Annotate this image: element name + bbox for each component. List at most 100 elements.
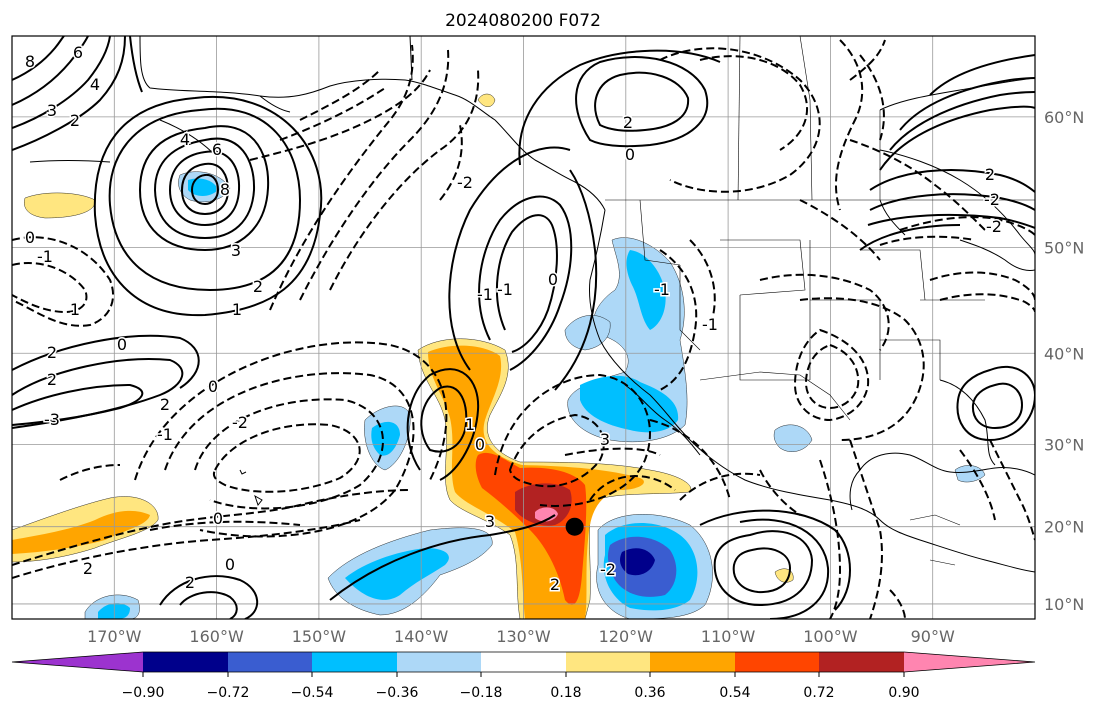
shade-lightblue-carib <box>954 465 986 483</box>
colorbar-tick-label: −0.54 <box>291 685 334 701</box>
shade-yellow-west <box>24 192 96 219</box>
contour-label: 1 <box>465 415 475 434</box>
colorbar-tick-label: 0.72 <box>803 685 834 701</box>
latitude-label: 30°N <box>1044 435 1084 454</box>
contour-label: -1 <box>702 315 718 334</box>
shade-blue-baja <box>580 375 679 433</box>
latitude-labels: 60°N 50°N 40°N 30°N 20°N 10°N <box>1044 108 1084 614</box>
contour-label: 8 <box>25 52 35 71</box>
latitude-label: 60°N <box>1044 108 1084 127</box>
contour-label: -2 <box>986 217 1002 236</box>
colorbar-tick-label: 0.54 <box>719 685 750 701</box>
shade-navy-east <box>620 548 655 576</box>
contour-label: 3 <box>600 430 610 449</box>
colorbar-segment <box>650 652 735 672</box>
colorbar-tick-label: 0.90 <box>888 685 919 701</box>
colorbar-tick-label: −0.72 <box>207 685 250 701</box>
contour-label: -1 <box>497 280 513 299</box>
contour-label: -2 <box>984 190 1000 209</box>
contour-label: 0 <box>225 555 235 574</box>
storm-location-marker <box>565 517 584 536</box>
contour-label: 4 <box>90 75 100 94</box>
shade-blue-mid <box>371 421 400 456</box>
longitude-label: 110°W <box>701 627 756 646</box>
colorbar-extend-low <box>12 652 143 672</box>
contour-label: 3 <box>47 101 57 120</box>
contour-label: -1 <box>37 247 53 266</box>
latitude-label: 20°N <box>1044 518 1084 537</box>
longitude-label: 100°W <box>803 627 858 646</box>
contour-label: -2 <box>232 413 248 432</box>
colorbar-segment <box>312 652 397 672</box>
colorbar-segment <box>143 652 228 672</box>
colorbar-segment <box>228 652 312 672</box>
colorbar-segment <box>819 652 904 672</box>
colorbar-tick-label: 0.36 <box>634 685 665 701</box>
longitude-label: 160°W <box>189 627 244 646</box>
contour-label: 2 <box>550 575 560 594</box>
colorbar-tick-label: −0.18 <box>460 685 503 701</box>
contour-label: 8 <box>220 180 230 199</box>
contour-label: 2 <box>623 113 633 132</box>
longitude-label: 170°W <box>87 627 142 646</box>
longitude-label: 140°W <box>394 627 449 646</box>
colorbar-tick-label: −0.36 <box>376 685 419 701</box>
colorbar-segment <box>735 652 819 672</box>
shade-yellow-alaska <box>477 93 496 107</box>
shade-pink-core <box>535 507 558 522</box>
contour-label: 0 <box>548 270 558 289</box>
contour-label: 0 <box>117 335 127 354</box>
shade-orange-band <box>12 510 150 554</box>
contour-lines <box>12 36 1035 619</box>
contour-label: 4 <box>180 130 190 149</box>
contour-label: -2 <box>600 560 616 579</box>
shade-lightblue-gulf <box>773 424 813 452</box>
colorbar-tick-label: −0.90 <box>122 685 165 701</box>
longitude-label: 120°W <box>599 627 654 646</box>
shade-blue-pacnw <box>626 250 666 330</box>
contour-label: 0 <box>213 509 223 528</box>
contour-label: 1 <box>70 300 80 319</box>
contour-label: 2 <box>47 343 57 362</box>
contour-label: 3 <box>231 241 241 260</box>
contour-label: 2 <box>83 559 93 578</box>
map-frame <box>11 35 1036 620</box>
contour-label: 0 <box>625 145 635 164</box>
contour-label: -3 <box>44 410 60 429</box>
latitude-label: 40°N <box>1044 344 1084 363</box>
contour-label: 2 <box>70 111 80 130</box>
contour-label: 2 <box>985 165 995 184</box>
contour-label: 6 <box>212 140 222 159</box>
contour-label: 6 <box>73 43 83 62</box>
contour-label: 0 <box>475 435 485 454</box>
colorbar-tick-label: 0.18 <box>550 685 581 701</box>
shade-blue-south <box>345 548 449 600</box>
colorbar: −0.90 −0.72 −0.54 −0.36 −0.18 0.18 0.36 0.54 0.7… <box>11 651 1036 701</box>
contour-label: 3 <box>485 512 495 531</box>
contour-label: 1 <box>232 300 242 319</box>
latitude-label: 10°N <box>1044 595 1084 614</box>
contour-label: 2 <box>160 395 170 414</box>
contour-label: -1 <box>477 285 493 304</box>
longitude-labels: 170°W 160°W 150°W 140°W 130°W 120°W 110°W 100°W… <box>87 627 955 646</box>
colorbar-extend-high <box>904 652 1035 672</box>
shade-blue-dateline <box>188 178 218 196</box>
contour-label: 0 <box>208 377 218 396</box>
contour-label: -1 <box>157 425 173 444</box>
latitude-label: 50°N <box>1044 239 1084 258</box>
contour-label: 0 <box>25 228 35 247</box>
contour-label: 2 <box>253 277 263 296</box>
colorbar-segment <box>397 652 481 672</box>
contour-label: -1 <box>654 280 670 299</box>
contour-label: 2 <box>185 573 195 592</box>
contour-label: 2 <box>47 370 57 389</box>
longitude-label: 150°W <box>292 627 347 646</box>
colorbar-segment <box>481 652 566 672</box>
longitude-label: 90°W <box>911 627 955 646</box>
contour-label: -2 <box>457 173 473 192</box>
colorbar-segment <box>566 652 650 672</box>
longitude-label: 130°W <box>496 627 551 646</box>
